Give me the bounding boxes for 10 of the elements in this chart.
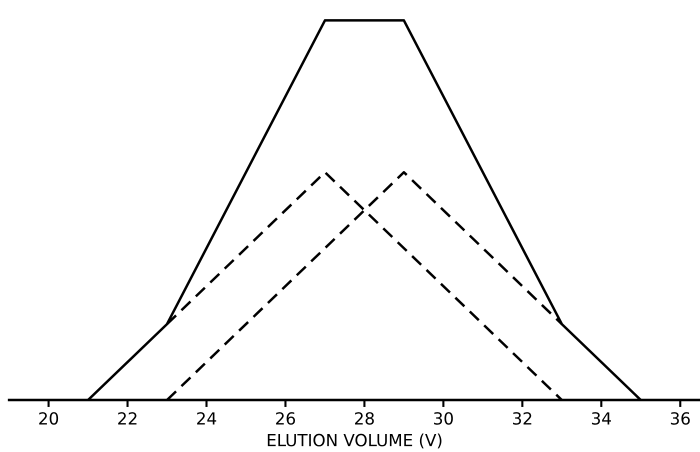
x-tick-label: 32 [513, 412, 532, 425]
x-tick-label: 22 [118, 412, 136, 424]
x-tick-label: 24 [197, 412, 216, 424]
x-tick-label: 36 [670, 412, 690, 425]
x-tick-label: 20 [39, 412, 58, 425]
x-tick-label: 28 [355, 412, 374, 425]
x-tick-label: 26 [276, 412, 296, 425]
x-tick-label: 34 [592, 412, 611, 425]
x-tick-label: 30 [434, 412, 453, 425]
x-axis-title: ELUTION VOLUME (V) [268, 434, 442, 448]
